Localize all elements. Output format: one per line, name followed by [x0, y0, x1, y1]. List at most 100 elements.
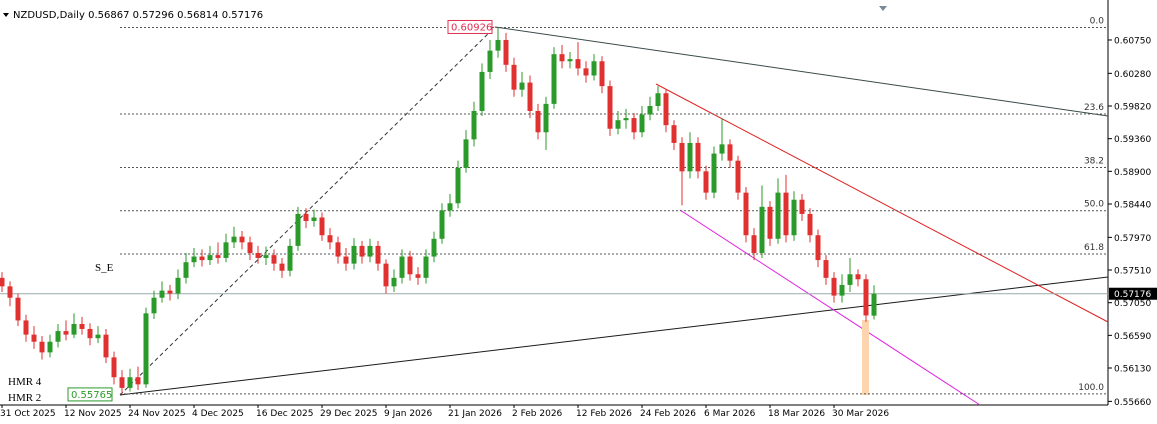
candle-body [639, 114, 645, 133]
candle-body [31, 334, 37, 342]
candle-body [727, 144, 733, 161]
candle-body [103, 334, 109, 358]
candle-body [359, 245, 365, 257]
candle-body [495, 39, 501, 51]
candle-body [775, 192, 781, 239]
y-tick-label: 0.57050 [1114, 299, 1151, 309]
candle-body [503, 39, 509, 65]
candle-body [575, 59, 581, 69]
candle-body [295, 213, 301, 246]
fib-level-label: 50.0 [1084, 200, 1104, 210]
x-tick-label: 4 Dec 2025 [192, 409, 244, 419]
x-tick-label: 31 Oct 2025 [0, 409, 56, 419]
y-tick-label: 0.59360 [1114, 135, 1151, 145]
x-tick-label: 21 Jan 2026 [448, 409, 502, 419]
candle-body [191, 256, 197, 263]
candle-body [511, 64, 517, 90]
x-tick-label: 29 Dec 2025 [320, 409, 378, 419]
candle-body [743, 192, 749, 236]
candle-body [223, 242, 229, 258]
candle-body [863, 279, 869, 316]
candle-body [167, 290, 173, 294]
high-price-label: 0.60926 [451, 22, 492, 33]
candle-body [87, 328, 93, 339]
x-tick-label: 18 Mar 2026 [768, 409, 825, 419]
candle-body [287, 245, 293, 271]
y-tick-label: 0.56590 [1114, 332, 1151, 342]
candle-body [0, 277, 5, 287]
candle-body [79, 323, 85, 329]
x-tick-label: 24 Nov 2025 [128, 409, 186, 419]
candle-body [799, 199, 805, 214]
candle-body [759, 206, 765, 253]
candle-body [415, 274, 421, 278]
candle-body [407, 256, 413, 275]
symbol: NZDUSD,Daily [13, 10, 85, 21]
y-tick-label: 0.58440 [1114, 200, 1151, 210]
candle-body [831, 277, 837, 296]
header-close: 0.57176 [222, 10, 263, 21]
candle-body [871, 293, 877, 316]
candle-body [543, 103, 549, 133]
candle-body [351, 245, 357, 264]
candle-body [711, 153, 717, 193]
x-tick-label: 2 Feb 2026 [512, 409, 563, 419]
annotation: S_E [95, 262, 114, 274]
candle-body [783, 192, 789, 236]
candle-body [199, 256, 205, 261]
candle-body [279, 263, 285, 271]
candle-body [463, 139, 469, 168]
x-tick-label: 12 Nov 2025 [64, 409, 122, 419]
candle-body [95, 334, 101, 339]
candle-body [823, 260, 829, 278]
candle-body [527, 82, 533, 111]
candle-body [239, 236, 245, 243]
candle-body [631, 118, 637, 133]
menu-icon [3, 13, 9, 17]
current-price-label: 0.57176 [1114, 290, 1151, 300]
candle-body [23, 320, 29, 335]
candle-body [215, 255, 221, 258]
highlight-bar [862, 320, 869, 395]
low-price-label: 0.55765 [71, 390, 112, 401]
candle-body [671, 125, 677, 143]
candle-body [599, 61, 605, 87]
y-tick-label: 0.57510 [1114, 267, 1151, 277]
candle-body [47, 341, 53, 353]
candle-body [615, 120, 621, 129]
trend-line [494, 26, 1109, 117]
candle-body [703, 171, 709, 193]
low-price-box [67, 387, 113, 402]
candle-body [751, 235, 757, 253]
candle-body [263, 255, 269, 258]
candle-body [111, 357, 117, 378]
candle-body [487, 50, 493, 72]
candle-body [39, 341, 45, 353]
candle-body [455, 167, 461, 204]
candle-body [695, 142, 701, 172]
y-tick-label: 0.58900 [1114, 168, 1151, 178]
y-tick-label: 0.55660 [1114, 398, 1151, 408]
candle-body [847, 274, 853, 285]
candle-body [447, 203, 453, 211]
candle-body [767, 206, 773, 239]
x-tick-label: 24 Feb 2026 [640, 409, 696, 419]
candle-body [151, 297, 157, 314]
candle-body [679, 142, 685, 172]
candle-body [231, 236, 237, 243]
header-high: 0.57296 [133, 10, 174, 21]
candle-body [623, 118, 629, 121]
fib-level-label: 100.0 [1078, 383, 1104, 393]
x-tick-label: 30 Mar 2026 [832, 409, 889, 419]
candle-body [55, 331, 61, 342]
candle-body [687, 142, 693, 172]
y-tick-label: 0.57970 [1114, 234, 1151, 244]
fib-trend-line [119, 26, 496, 396]
candle-body [391, 277, 397, 287]
x-tick-label: 16 Dec 2025 [256, 409, 314, 419]
candle-body [7, 286, 13, 298]
candle-body [559, 54, 565, 62]
candle-body [159, 290, 165, 298]
candle-body [551, 54, 557, 104]
